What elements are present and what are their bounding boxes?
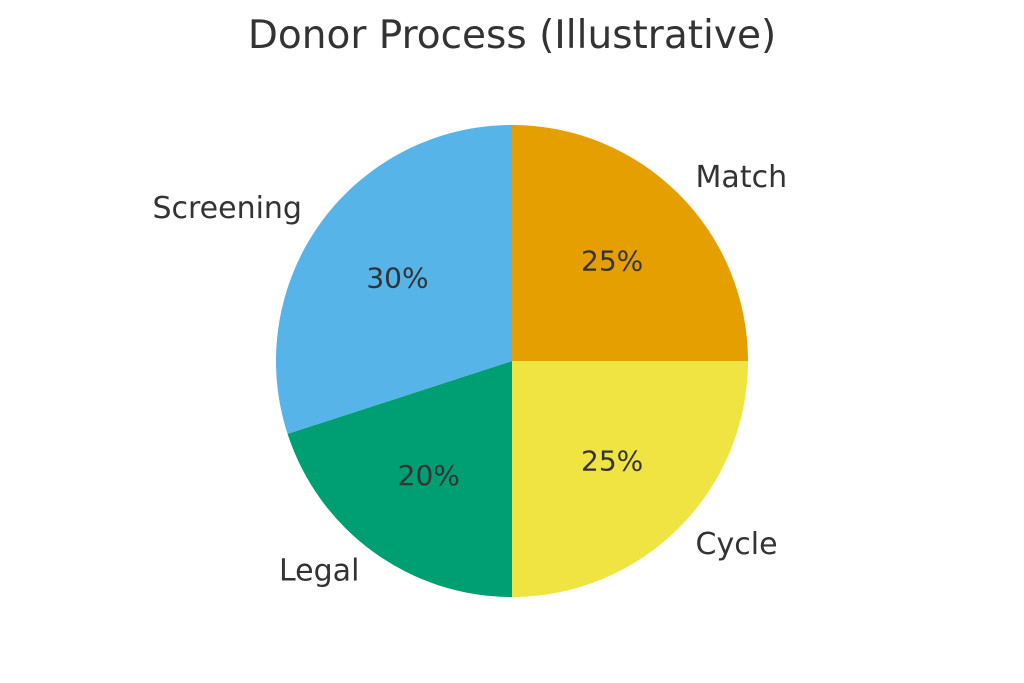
slice-pct-cycle: 25% bbox=[581, 445, 643, 478]
slice-label-legal: Legal bbox=[279, 554, 359, 589]
chart-title: Donor Process (Illustrative) bbox=[247, 13, 777, 58]
pie-slice-cycle bbox=[512, 361, 748, 597]
pie-slice-legal bbox=[287, 361, 512, 597]
pie-slice-screening bbox=[275, 125, 512, 434]
slice-pct-legal: 20% bbox=[398, 459, 460, 492]
pie-slice-match bbox=[512, 125, 748, 361]
slice-label-cycle: Cycle bbox=[696, 527, 778, 562]
slice-label-match: Match bbox=[696, 160, 788, 195]
slice-pct-screening: 30% bbox=[366, 261, 428, 294]
slice-label-screening: Screening bbox=[152, 191, 302, 226]
slice-pct-match: 25% bbox=[581, 244, 643, 277]
